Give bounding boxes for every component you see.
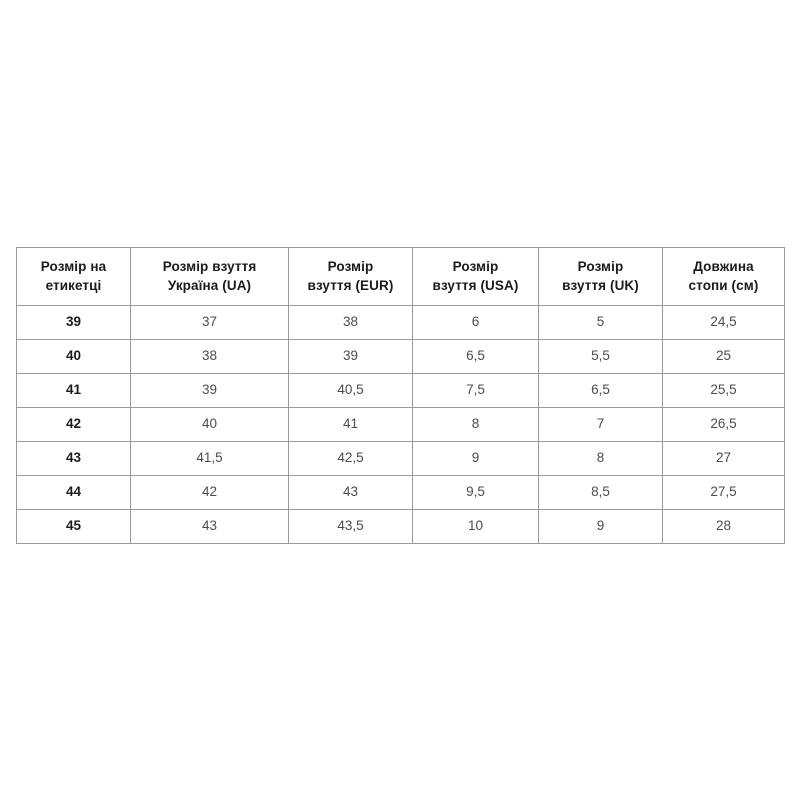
cell-eur: 43,5 — [288, 509, 413, 544]
column-header-line: Розмір — [577, 259, 624, 275]
cell-ua: 43 — [130, 509, 289, 544]
table-row: 44 42 43 9,5 8,5 27,5 — [16, 475, 785, 510]
cell-label: 39 — [16, 305, 131, 340]
table-row: 39 37 38 6 5 24,5 — [16, 305, 785, 340]
table-row: 43 41,5 42,5 9 8 27 — [16, 441, 785, 476]
table-row: 42 40 41 8 7 26,5 — [16, 407, 785, 442]
cell-usa: 10 — [412, 509, 539, 544]
cell-uk: 7 — [538, 407, 663, 442]
cell-cm: 26,5 — [662, 407, 785, 442]
cell-label: 43 — [16, 441, 131, 476]
table-body: 39 37 38 6 5 24,5 40 38 39 6,5 5,5 25 41 39 40,5 7,5 6,5… — [16, 305, 785, 544]
cell-uk: 5,5 — [538, 339, 663, 374]
table-header-row: Розмір на етикетці Розмір взуття Україна (U… — [16, 247, 785, 306]
cell-usa: 9 — [412, 441, 539, 476]
cell-cm: 24,5 — [662, 305, 785, 340]
column-header-usa: Розмір взуття (USA) — [412, 247, 539, 306]
column-header-label: Розмір на етикетці — [16, 247, 131, 306]
cell-cm: 28 — [662, 509, 785, 544]
column-header-line: взуття (EUR) — [307, 277, 394, 293]
cell-uk: 8 — [538, 441, 663, 476]
column-header-line: Розмір — [452, 259, 499, 275]
cell-eur: 43 — [288, 475, 413, 510]
cell-uk: 6,5 — [538, 373, 663, 408]
column-header-line: Розмір взуття — [162, 259, 257, 275]
cell-ua: 39 — [130, 373, 289, 408]
cell-ua: 38 — [130, 339, 289, 374]
cell-eur: 39 — [288, 339, 413, 374]
cell-eur: 42,5 — [288, 441, 413, 476]
cell-eur: 38 — [288, 305, 413, 340]
column-header-line: Розмір на — [40, 259, 107, 275]
cell-usa: 8 — [412, 407, 539, 442]
cell-ua: 37 — [130, 305, 289, 340]
cell-cm: 25,5 — [662, 373, 785, 408]
cell-uk: 8,5 — [538, 475, 663, 510]
cell-cm: 27 — [662, 441, 785, 476]
size-chart-container: Розмір на етикетці Розмір взуття Україна (U… — [16, 247, 785, 544]
shoe-size-conversion-table: Розмір на етикетці Розмір взуття Україна (U… — [16, 247, 785, 544]
cell-cm: 25 — [662, 339, 785, 374]
cell-usa: 6 — [412, 305, 539, 340]
table-row: 41 39 40,5 7,5 6,5 25,5 — [16, 373, 785, 408]
cell-label: 40 — [16, 339, 131, 374]
cell-label: 45 — [16, 509, 131, 544]
column-header-line: взуття (USA) — [432, 277, 519, 293]
cell-eur: 40,5 — [288, 373, 413, 408]
column-header-line: етикетці — [45, 277, 102, 293]
column-header-line: взуття (UK) — [562, 277, 639, 293]
column-header-eur: Розмір взуття (EUR) — [288, 247, 413, 306]
cell-label: 41 — [16, 373, 131, 408]
cell-usa: 6,5 — [412, 339, 539, 374]
cell-eur: 41 — [288, 407, 413, 442]
cell-usa: 9,5 — [412, 475, 539, 510]
column-header-line: Розмір — [327, 259, 374, 275]
cell-cm: 27,5 — [662, 475, 785, 510]
column-header-line: Довжина — [693, 259, 754, 275]
cell-usa: 7,5 — [412, 373, 539, 408]
cell-uk: 9 — [538, 509, 663, 544]
table-header: Розмір на етикетці Розмір взуття Україна (U… — [16, 247, 785, 306]
cell-label: 44 — [16, 475, 131, 510]
cell-ua: 41,5 — [130, 441, 289, 476]
table-row: 40 38 39 6,5 5,5 25 — [16, 339, 785, 374]
column-header-line: стопи (см) — [688, 277, 759, 293]
column-header-cm: Довжина стопи (см) — [662, 247, 785, 306]
cell-label: 42 — [16, 407, 131, 442]
column-header-uk: Розмір взуття (UK) — [538, 247, 663, 306]
cell-uk: 5 — [538, 305, 663, 340]
column-header-ua: Розмір взуття Україна (UA) — [130, 247, 289, 306]
cell-ua: 40 — [130, 407, 289, 442]
cell-ua: 42 — [130, 475, 289, 510]
column-header-line: Україна (UA) — [167, 277, 252, 293]
table-row: 45 43 43,5 10 9 28 — [16, 509, 785, 544]
